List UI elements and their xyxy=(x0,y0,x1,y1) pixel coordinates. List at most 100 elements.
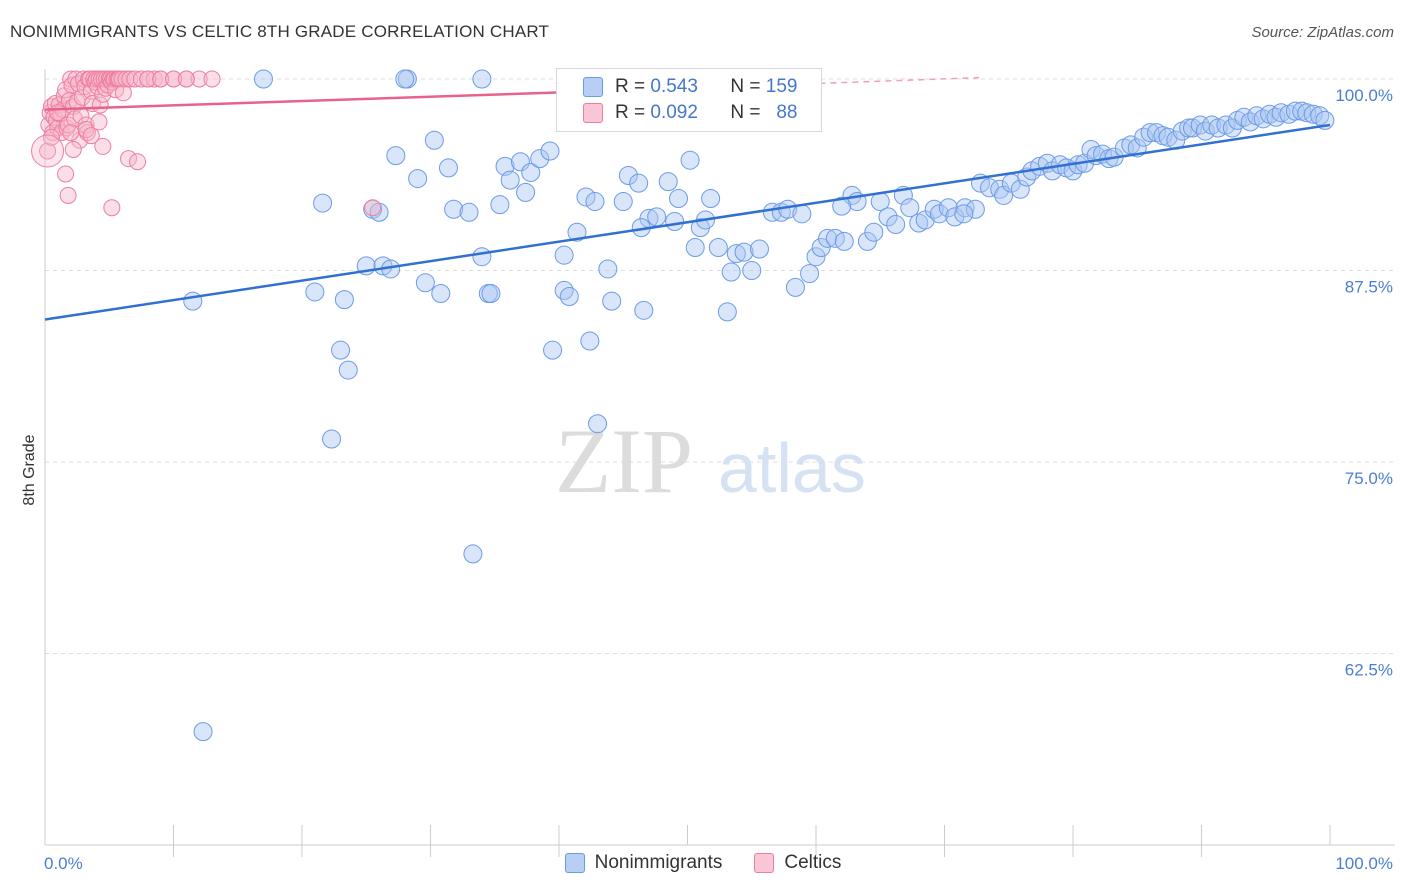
celtics-point xyxy=(59,186,77,204)
nonimmigrants-point xyxy=(530,149,550,169)
nonimmigrants-point xyxy=(431,283,451,303)
legend-r-label: R = xyxy=(615,102,646,123)
nonimmigrants-point xyxy=(305,282,325,302)
nonimmigrants-point xyxy=(386,146,406,166)
nonimmigrants-point xyxy=(540,141,560,161)
nonimmigrants-point xyxy=(721,262,741,282)
nonimmigrants-point xyxy=(1208,118,1228,138)
nonimmigrants-point xyxy=(1081,139,1101,159)
celtics-swatch xyxy=(754,853,775,873)
celtics-point xyxy=(132,70,150,88)
nonimmigrants-point xyxy=(516,182,536,202)
bottom-legend-nonimmigrants: Nonimmigrants xyxy=(564,852,723,874)
nonimmigrants-point xyxy=(613,192,633,212)
nonimmigrants-point xyxy=(994,185,1014,205)
celtics-point xyxy=(152,70,170,88)
nonimmigrants-point xyxy=(878,207,898,227)
nonimmigrants-point xyxy=(554,245,574,265)
nonimmigrants-point xyxy=(792,204,812,224)
celtics-point xyxy=(49,104,67,122)
nonimmigrants-point xyxy=(811,238,831,258)
nonimmigrants-point xyxy=(415,273,435,293)
nonimmigrants-trend-line xyxy=(44,123,1331,321)
nonimmigrants-point xyxy=(634,300,654,320)
celtics-point xyxy=(114,84,132,102)
nonimmigrants-label: Nonimmigrants xyxy=(594,852,723,873)
nonimmigrants-point xyxy=(1063,161,1083,181)
nonimmigrants-point xyxy=(749,239,769,259)
celtics-point xyxy=(121,70,139,88)
celtics-point xyxy=(165,70,182,88)
stats-legend: R = 0.543 N = 159 R = 0.092 N = 88 xyxy=(556,68,822,132)
nonimmigrants-point xyxy=(669,188,689,208)
nonimmigrants-point xyxy=(193,722,213,742)
y-tick-label: 62.5% xyxy=(1345,661,1393,680)
celtics-point xyxy=(120,150,138,168)
nonimmigrants-point xyxy=(559,287,579,307)
nonimmigrants-point xyxy=(395,69,415,89)
y-tick-label: 75.0% xyxy=(1345,469,1393,488)
nonimmigrants-point xyxy=(510,152,530,172)
celtics-point xyxy=(73,88,91,106)
celtics-point xyxy=(31,134,65,168)
celtics-point xyxy=(126,70,144,88)
nonimmigrants-point xyxy=(900,198,920,218)
legend-n-label: N = xyxy=(730,76,761,97)
nonimmigrants-point xyxy=(408,169,428,189)
nonimmigrants-point xyxy=(818,228,838,248)
celtics-point xyxy=(103,199,121,217)
nonimmigrants-point xyxy=(334,290,354,310)
nonimmigrants-point xyxy=(647,207,667,227)
celtics-point xyxy=(90,113,108,131)
nonimmigrants-point xyxy=(717,302,737,322)
bottom-legend-celtics: Celtics xyxy=(754,852,841,874)
y-tick-label: 100.0% xyxy=(1335,86,1393,105)
nonimmigrants-point xyxy=(708,238,728,258)
nonimmigrants-point xyxy=(438,158,458,178)
source-label: Source: ZipAtlas.com xyxy=(1251,24,1394,41)
celtics-point xyxy=(139,70,157,88)
nonimmigrants-point xyxy=(585,192,605,212)
nonimmigrants-point xyxy=(472,247,492,267)
celtics-point xyxy=(117,70,135,88)
nonimmigrants-point xyxy=(701,188,721,208)
nonimmigrants-point xyxy=(444,199,464,219)
nonimmigrants-point xyxy=(742,261,762,280)
nonimmigrants-point xyxy=(665,211,685,231)
x-tick-label: 0.0% xyxy=(44,854,83,873)
celtics-point xyxy=(57,165,75,183)
legend-n-value: 159 xyxy=(765,76,798,97)
celtics-point xyxy=(42,128,60,146)
celtics-label: Celtics xyxy=(784,852,842,873)
nonimmigrants-point xyxy=(588,414,608,434)
legend-row-nonimmigrants: R = 0.543 N = 159 xyxy=(583,75,797,99)
nonimmigrants-point xyxy=(459,202,479,222)
nonimmigrants-point xyxy=(331,340,351,360)
nonimmigrants-point xyxy=(580,331,600,351)
grid-lines xyxy=(45,78,1395,654)
legend-n-value: 88 xyxy=(776,102,798,123)
celtics-point xyxy=(177,70,195,88)
nonimmigrants-point xyxy=(602,291,622,311)
nonimmigrants-swatch xyxy=(564,853,585,873)
bottom-legend: Nonimmigrants Celtics xyxy=(0,852,1406,874)
nonimmigrants-point xyxy=(990,179,1010,199)
nonimmigrants-point xyxy=(472,69,492,89)
legend-n-label: N = xyxy=(730,102,761,123)
nonimmigrants-point xyxy=(834,231,854,251)
x-tick-label: 100.0% xyxy=(1335,854,1393,873)
nonimmigrants-point xyxy=(567,222,587,242)
legend-row-celtics: R = 0.092 N = 88 xyxy=(583,101,797,125)
nonimmigrants-point xyxy=(500,170,520,190)
legend-r-value: 0.543 xyxy=(650,76,698,97)
nonimmigrants-point xyxy=(954,204,974,224)
y-axis-label: 8th Grade xyxy=(21,434,38,505)
nonimmigrants-point xyxy=(806,247,826,267)
celtics-point xyxy=(203,70,221,88)
celtics-point xyxy=(82,127,100,145)
celtics-point xyxy=(94,137,112,155)
axes xyxy=(44,69,1395,857)
nonimmigrants-point xyxy=(313,193,333,213)
tick-labels: 100.0% 87.5% 75.0% 62.5% 0.0% 100.0% xyxy=(44,86,1393,873)
